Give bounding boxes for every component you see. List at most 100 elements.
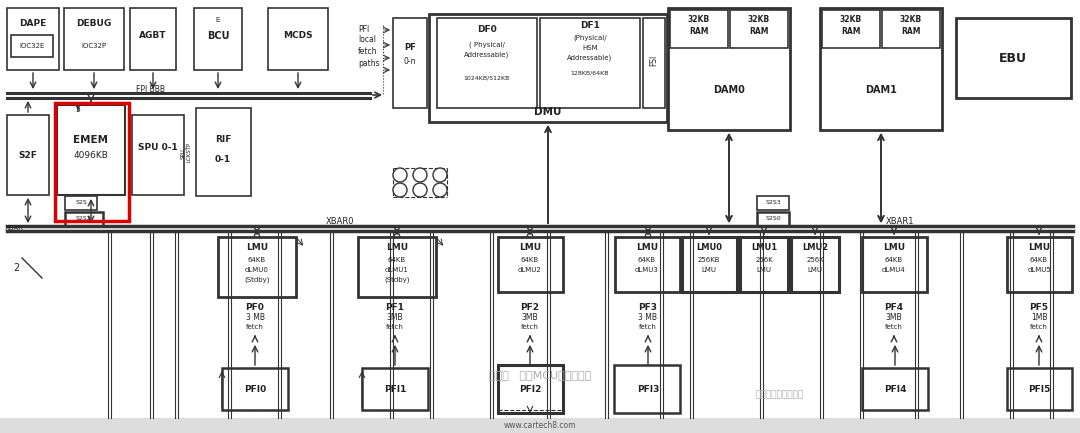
Text: fetch: fetch [521, 324, 539, 330]
Text: 64KB: 64KB [248, 257, 266, 263]
Text: DAPE: DAPE [19, 19, 46, 29]
Text: SPU 0-1: SPU 0-1 [138, 143, 178, 152]
Bar [757, 196, 789, 210]
Text: 3 MB: 3 MB [245, 313, 265, 323]
Text: PF5: PF5 [1029, 304, 1049, 313]
Text: 256KB: 256KB [698, 257, 720, 263]
Bar [615, 365, 680, 413]
Text: HSM: HSM [582, 45, 598, 51]
Text: (Stdby): (Stdby) [244, 277, 270, 283]
Text: ( Physical/: ( Physical/ [469, 42, 505, 48]
Text: 3MB: 3MB [886, 313, 902, 323]
Text: dLMU4: dLMU4 [882, 267, 906, 273]
Text: PFI: PFI [357, 26, 369, 35]
Bar [357, 237, 436, 297]
Text: dLMU5: dLMU5 [1027, 267, 1051, 273]
Text: fetch: fetch [639, 324, 657, 330]
Text: DF1: DF1 [580, 22, 599, 30]
Text: PFI4: PFI4 [883, 385, 906, 394]
Text: EMEM: EMEM [73, 135, 108, 145]
Circle shape [413, 183, 427, 197]
Bar [6, 8, 59, 70]
Circle shape [413, 168, 427, 182]
Text: PF3: PF3 [638, 304, 658, 313]
Text: 中国汽车工程师链接: 中国汽车工程师链接 [756, 391, 805, 400]
Text: Addressable): Addressable) [464, 52, 510, 58]
Text: dLMU2: dLMU2 [518, 267, 542, 273]
Text: IOC32P: IOC32P [81, 43, 107, 49]
Text: DMU: DMU [535, 107, 562, 117]
Bar [130, 8, 176, 70]
Text: PF2: PF2 [521, 304, 540, 313]
Bar [740, 237, 788, 292]
Text: 3MB: 3MB [387, 313, 403, 323]
Text: S2S0: S2S0 [766, 216, 781, 222]
Text: DEBUG: DEBUG [77, 19, 111, 29]
Text: 4096KB: 4096KB [73, 151, 108, 159]
Bar [55, 103, 129, 221]
Text: fetch: fetch [246, 324, 264, 330]
Bar [65, 212, 103, 226]
Text: LMU: LMU [636, 243, 658, 252]
Text: 32KB: 32KB [900, 16, 922, 25]
Bar [65, 196, 97, 210]
Text: fetch: fetch [1030, 324, 1048, 330]
Text: fetch: fetch [386, 324, 404, 330]
Text: 2: 2 [13, 263, 19, 273]
Bar [6, 115, 49, 195]
Text: PF1: PF1 [386, 304, 405, 313]
Text: S2S: S2S [76, 200, 86, 206]
Bar [669, 8, 789, 130]
Text: 1024KB/512KB: 1024KB/512KB [463, 75, 510, 81]
Text: 256K: 256K [806, 257, 824, 263]
Text: LMU0: LMU0 [696, 243, 723, 252]
Circle shape [433, 183, 447, 197]
Text: FPI BBB: FPI BBB [135, 84, 164, 94]
Text: 公众号   汽车MCU及生态设计: 公众号 汽车MCU及生态设计 [489, 370, 591, 380]
Text: paths: paths [357, 58, 380, 68]
Bar [194, 8, 242, 70]
Text: DF0: DF0 [477, 26, 497, 35]
Text: IOC32E: IOC32E [19, 43, 44, 49]
Bar [393, 18, 427, 108]
Text: LMU: LMU [883, 243, 905, 252]
Bar [0, 418, 1080, 433]
Text: LMU: LMU [386, 243, 408, 252]
Bar [437, 18, 537, 108]
Bar [730, 10, 788, 48]
Text: PF: PF [404, 43, 416, 52]
Text: 256K: 256K [755, 257, 773, 263]
Text: PFI3: PFI3 [637, 385, 659, 394]
Text: 128KB/64KB: 128KB/64KB [570, 71, 609, 75]
Bar [757, 212, 789, 226]
Text: Addressable): Addressable) [567, 55, 612, 61]
Text: 32KB: 32KB [748, 16, 770, 25]
Circle shape [393, 168, 407, 182]
Bar [882, 10, 940, 48]
Text: 64KB: 64KB [521, 257, 539, 263]
Bar [132, 115, 184, 195]
Text: XBAR1: XBAR1 [886, 216, 915, 226]
Bar [429, 14, 667, 122]
Text: E: E [216, 17, 220, 23]
Bar [64, 8, 124, 70]
Text: local: local [357, 36, 376, 45]
Bar [540, 18, 640, 108]
Text: www.cartech8.com: www.cartech8.com [503, 421, 577, 430]
Text: RIF: RIF [215, 136, 231, 145]
Text: LMU: LMU [1028, 243, 1050, 252]
Bar [820, 8, 942, 130]
Text: AGBT: AGBT [139, 32, 166, 41]
Text: S2S3: S2S3 [765, 200, 781, 206]
Text: 5: 5 [76, 106, 80, 114]
Text: PFI2: PFI2 [518, 385, 541, 394]
Text: PF0: PF0 [245, 304, 265, 313]
Text: PFI0: PFI0 [244, 385, 266, 394]
Text: LMU: LMU [518, 243, 541, 252]
Text: 64KB: 64KB [1030, 257, 1048, 263]
Circle shape [393, 183, 407, 197]
Text: 0-1: 0-1 [215, 155, 231, 165]
Text: BCU: BCU [206, 31, 229, 41]
Text: 64KB: 64KB [638, 257, 656, 263]
Text: SPU_
LCKSTP: SPU_ LCKSTP [180, 142, 192, 162]
